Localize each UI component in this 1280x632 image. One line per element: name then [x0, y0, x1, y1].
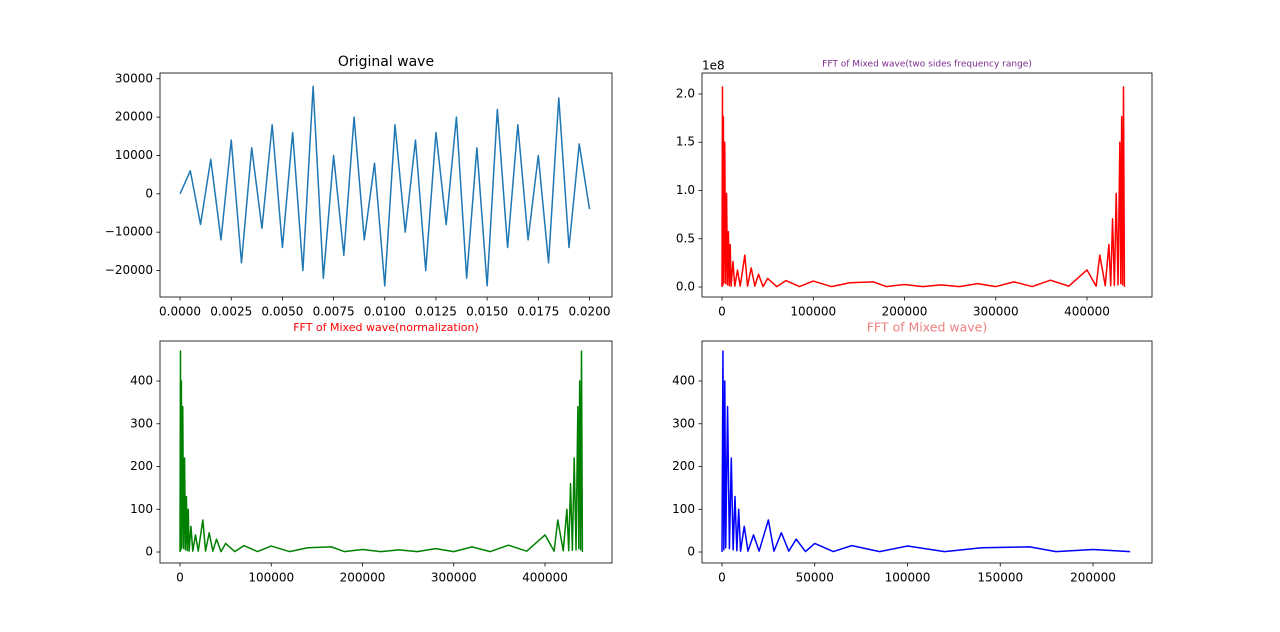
x-tick-label: 0.0100: [364, 305, 406, 319]
y-tick-label: −20000: [105, 263, 153, 277]
axes-frame: [701, 340, 1153, 564]
x-tick-label: 300000: [973, 305, 1019, 319]
y-tick-label: 0: [145, 186, 153, 200]
y-tick-label: 0.5: [676, 231, 695, 245]
y-tick-label: 2.0: [676, 86, 695, 100]
y-tick-label: 0.0: [676, 280, 695, 294]
wave-line: [721, 350, 1131, 553]
chart-title: Original wave: [338, 54, 434, 70]
y-tick-label: 100: [130, 502, 153, 516]
x-tick-label: 100000: [885, 571, 931, 585]
x-tick-label: 0: [718, 305, 726, 319]
wave-line: [179, 350, 584, 553]
x-tick-label: 0.0000: [159, 305, 201, 319]
y-tick-label: 20000: [115, 110, 153, 124]
y-tick-label: 200: [672, 459, 695, 473]
x-tick-label: 300000: [431, 571, 477, 585]
wave-line: [179, 85, 591, 287]
x-tick-label: 0.0150: [466, 305, 508, 319]
x-tick-label: 400000: [1064, 305, 1110, 319]
y-tick-label: 1.5: [676, 135, 695, 149]
x-tick-label: 0.0025: [210, 305, 252, 319]
x-tick-label: 150000: [977, 571, 1023, 585]
chart-title: FFT of Mixed wave(two sides frequency ra…: [822, 60, 1032, 70]
wave-line: [721, 86, 1126, 288]
y-tick-label: 0: [687, 545, 695, 559]
x-tick-label: 0.0175: [517, 305, 559, 319]
x-tick-label: 0.0075: [313, 305, 355, 319]
x-tick-label: 200000: [340, 571, 386, 585]
y-offset-label: 1e8: [702, 59, 725, 73]
x-tick-label: 200000: [1070, 571, 1116, 585]
x-tick-label: 0.0050: [261, 305, 303, 319]
axes-frame: [159, 72, 613, 298]
axes-frame: [159, 340, 613, 564]
y-tick-label: 400: [672, 374, 695, 388]
y-tick-label: 300: [672, 416, 695, 430]
y-tick-label: 30000: [115, 71, 153, 85]
x-tick-label: 400000: [522, 571, 568, 585]
x-tick-label: 0: [718, 571, 726, 585]
y-tick-label: 300: [130, 416, 153, 430]
y-tick-label: 400: [130, 374, 153, 388]
chart-title: FFT of Mixed wave(normalization): [293, 321, 479, 334]
y-tick-label: 100: [672, 502, 695, 516]
y-tick-label: 1.0: [676, 183, 695, 197]
x-tick-label: 0.0200: [568, 305, 610, 319]
y-tick-label: 0: [145, 545, 153, 559]
y-tick-label: 200: [130, 459, 153, 473]
x-tick-label: 0: [176, 571, 184, 585]
x-tick-label: 100000: [790, 305, 836, 319]
y-tick-label: 10000: [115, 148, 153, 162]
x-tick-label: 100000: [248, 571, 294, 585]
x-tick-label: 200000: [882, 305, 928, 319]
y-tick-label: −10000: [105, 225, 153, 239]
x-tick-label: 50000: [796, 571, 834, 585]
axes-frame: [701, 72, 1153, 298]
chart-title: FFT of Mixed wave): [867, 320, 988, 335]
x-tick-label: 0.0125: [415, 305, 457, 319]
